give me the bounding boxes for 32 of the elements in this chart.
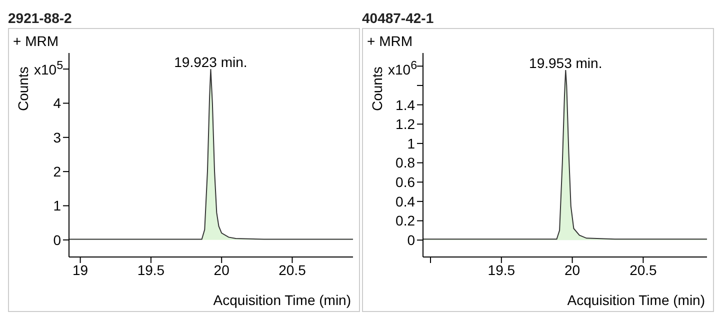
- chart-title: 2921-88-2: [8, 9, 73, 28]
- x-tick-label: 20: [564, 262, 580, 278]
- text: + MRM: [13, 33, 58, 49]
- y-tick-label: 0.8: [396, 154, 416, 171]
- y-tick-label: 1.2: [396, 116, 416, 132]
- annotation: 19.923 min.: [174, 54, 248, 70]
- y-tick-label: 0: [407, 232, 416, 248]
- x-tick-label: 20.5: [630, 262, 658, 278]
- x-tick-label: 20: [214, 262, 230, 278]
- y-tick-label: 4: [53, 95, 62, 112]
- y-axis-title: Counts: [369, 66, 385, 111]
- y-tick-label: 0: [53, 232, 62, 248]
- y-tick-label: 1: [407, 135, 416, 152]
- text: x10$^{6}$: [388, 59, 418, 78]
- y-tick-label: 1: [53, 198, 62, 214]
- chart-title: 40487-42-1: [362, 9, 435, 28]
- x-tick-label: 19: [72, 262, 88, 278]
- x-tick-label: 20.5: [278, 262, 306, 278]
- x-tick-label: 19.5: [137, 262, 165, 278]
- x-axis-title: Acquisition Time (min): [213, 292, 351, 308]
- y-tick-label: 0.6: [396, 174, 416, 190]
- x-tick-label: 19.5: [488, 262, 516, 278]
- text: + MRM: [367, 33, 412, 49]
- y-tick-label: 3: [53, 129, 62, 146]
- x-axis-title: Acquisition Time (min): [567, 292, 705, 308]
- y-tick-label: 1.4: [396, 96, 416, 113]
- y-axis-title: Counts: [15, 66, 31, 111]
- y-tick-label: 0.2: [396, 212, 416, 229]
- annotation: 19.953 min.: [529, 55, 602, 72]
- y-tick-label: 2: [53, 164, 62, 180]
- y-tick-label: 0.4: [396, 193, 416, 210]
- text: x10$^{5}$: [34, 59, 64, 78]
